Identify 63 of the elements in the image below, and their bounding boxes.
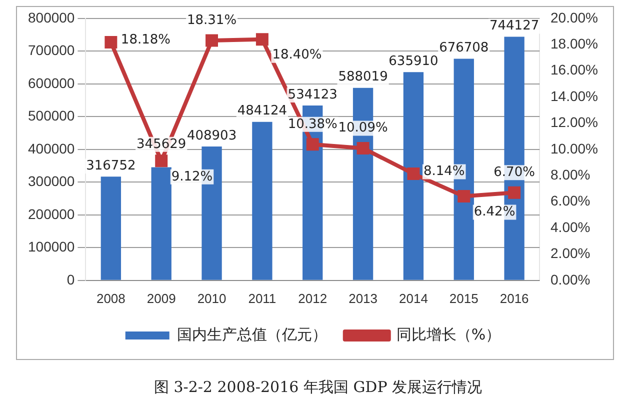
data-label: 10.09% <box>338 120 388 136</box>
data-label: 6.70% <box>494 165 535 180</box>
y2-tick-label: 4.00% <box>550 218 590 235</box>
point <box>407 168 420 180</box>
y-tick-label: 500000 <box>28 108 75 124</box>
y-tick-label: 300000 <box>28 173 75 190</box>
y-tick-label: 100000 <box>28 238 75 255</box>
data-label: 588019 <box>338 70 388 85</box>
bar <box>252 122 272 280</box>
y2-tick-label: 8.00% <box>550 166 590 182</box>
y2-tick-label: 2.00% <box>550 245 590 262</box>
data-label: 10.38% <box>288 116 338 132</box>
y-tick-label: 700000 <box>28 42 75 58</box>
data-label: 18.40% <box>272 48 322 63</box>
data-label: 18.18% <box>120 32 170 48</box>
y-tick-label: 800000 <box>28 9 75 26</box>
x-tick-label: 2010 <box>197 290 226 306</box>
point <box>104 36 118 48</box>
point <box>508 186 521 199</box>
x-tick-label: 2012 <box>298 290 328 306</box>
data-label: 345629 <box>136 136 186 152</box>
legend-label: 国内生产总值（亿元） <box>176 325 327 344</box>
data-label: 9.12% <box>171 169 213 184</box>
point <box>306 138 319 151</box>
data-label: 18.31% <box>186 12 237 28</box>
x-tick-label: 2008 <box>96 290 126 306</box>
point <box>356 142 370 154</box>
y-tick-label: 200000 <box>28 206 75 222</box>
caption: 图 3-2-2 2008-2016 年我国 GDP 发展运行情况 <box>152 378 484 397</box>
data-label: 744127 <box>489 18 540 34</box>
y-tick-label: 600000 <box>28 74 75 91</box>
bar <box>100 176 122 280</box>
x-tick-label: 2009 <box>146 290 176 306</box>
y2-tick-label: 18.00% <box>550 35 598 52</box>
x-tick-label: 2014 <box>399 290 428 306</box>
y2-tick-label: 20.00% <box>550 9 598 26</box>
data-label: 534123 <box>288 87 338 102</box>
y-tick-label: 0 <box>66 271 75 288</box>
point <box>155 154 168 168</box>
point <box>458 190 470 203</box>
point <box>206 34 218 47</box>
x-tick-label: 2016 <box>500 290 529 306</box>
data-label: 484124 <box>237 104 288 119</box>
y2-tick-label: 12.00% <box>550 114 598 130</box>
bar <box>403 72 424 280</box>
y2-tick-label: 0.00% <box>550 271 590 288</box>
y2-tick-label: 10.00% <box>550 140 598 156</box>
y-tick-label: 400000 <box>28 140 75 156</box>
legend-label: 同比增长（%） <box>396 325 501 344</box>
data-label: 8.14% <box>423 164 465 180</box>
data-label: 6.42% <box>474 204 516 220</box>
y2-tick-label: 16.00% <box>550 62 598 78</box>
data-label: 635910 <box>388 54 438 70</box>
y2-tick-label: 14.00% <box>550 88 598 104</box>
data-label: 676708 <box>439 40 489 56</box>
point <box>256 33 268 46</box>
bar <box>151 167 172 280</box>
data-label: 316752 <box>86 158 136 174</box>
x-tick-label: 2011 <box>248 290 276 306</box>
y2-tick-label: 6.00% <box>550 192 590 209</box>
data-label: 408903 <box>186 128 237 144</box>
x-tick-label: 2013 <box>348 290 378 306</box>
x-tick-label: 2015 <box>449 290 478 306</box>
